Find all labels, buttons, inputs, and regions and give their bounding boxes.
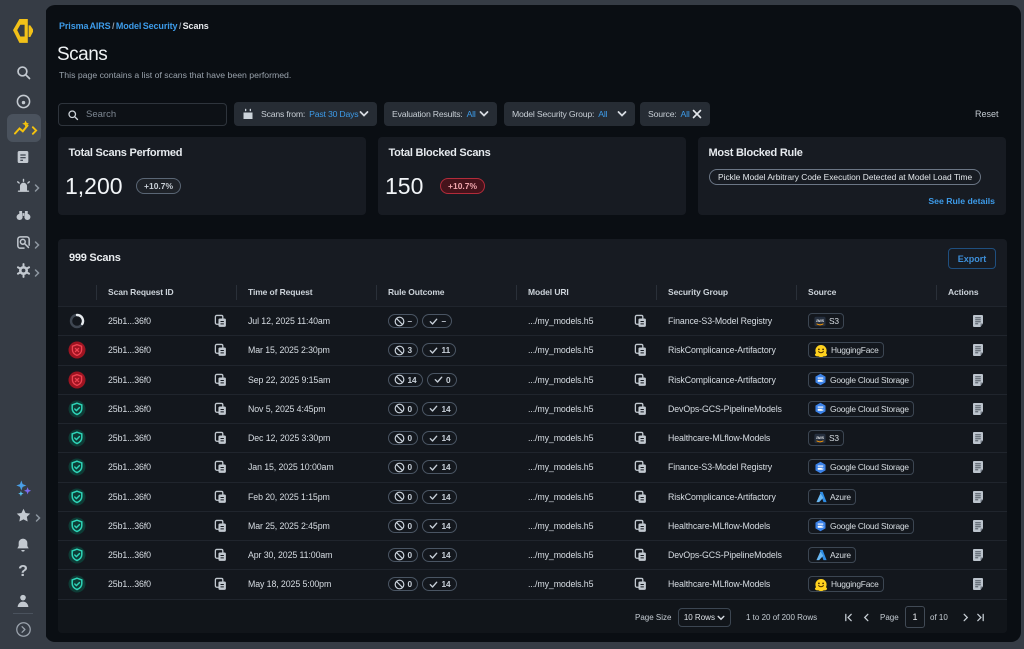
svg-text:aws: aws	[816, 435, 825, 440]
svg-text:aws: aws	[816, 318, 825, 323]
